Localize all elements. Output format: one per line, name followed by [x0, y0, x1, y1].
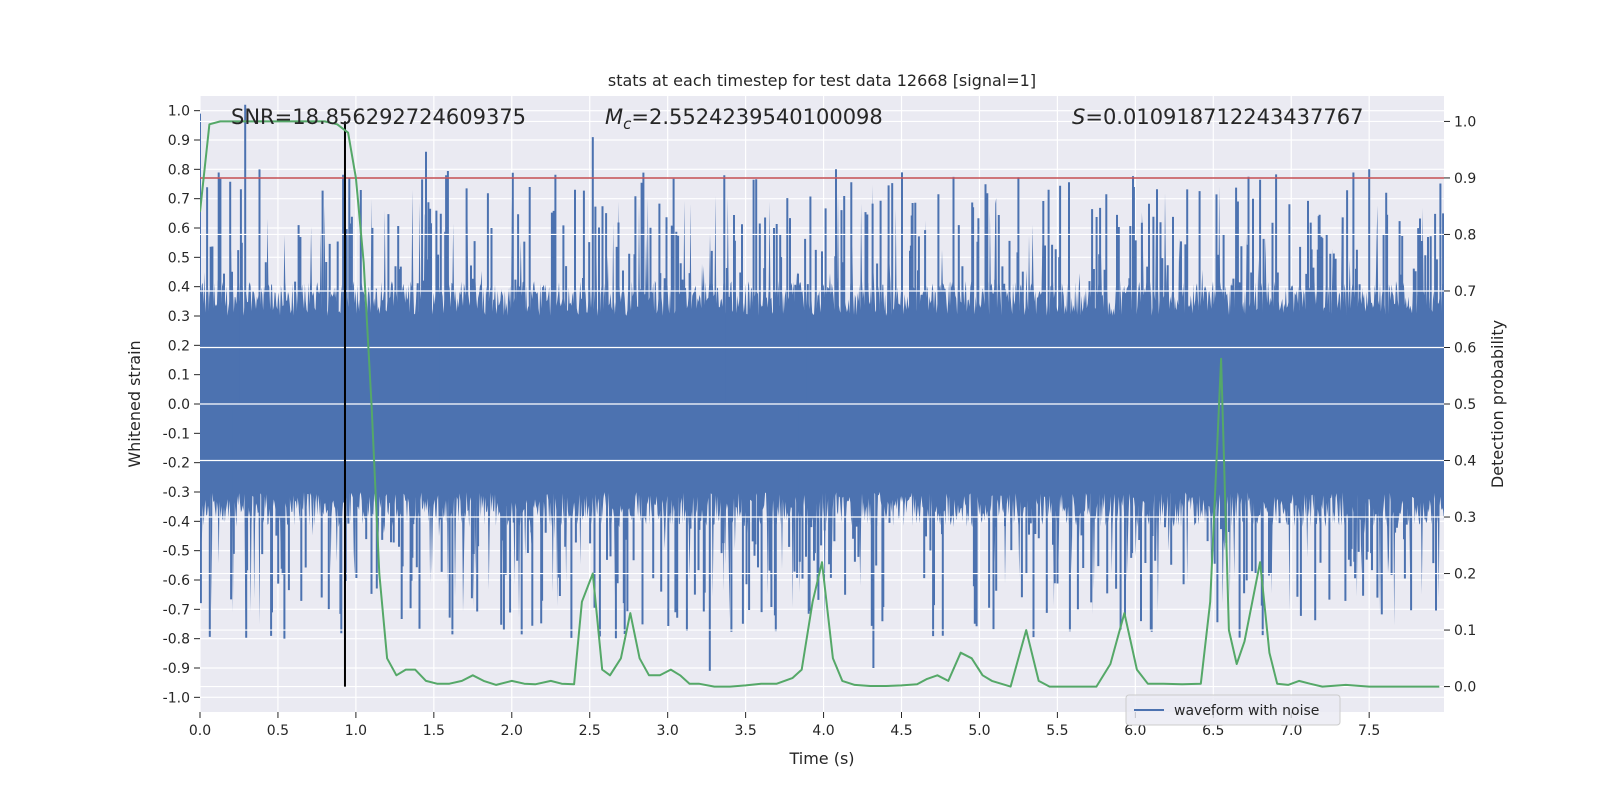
x-tick-label: 4.0 — [812, 723, 834, 739]
y-tick-label: 0.5 — [168, 250, 190, 266]
y2-tick-label: 0.5 — [1454, 397, 1476, 413]
y-tick-label: -0.5 — [163, 544, 190, 560]
chart-title: stats at each timestep for test data 126… — [608, 71, 1036, 90]
x-axis-ticks: 0.0 0.5 1.0 1.5 2.0 2.5 3.0 3.5 4.0 4.5 5.0 5.5 6.0 6… — [189, 712, 1380, 739]
y2-tick-label: 1.0 — [1454, 114, 1476, 130]
x-tick-label: 7.5 — [1358, 723, 1380, 739]
legend: waveform with noise — [1125, 694, 1341, 726]
s-symbol: S — [1072, 105, 1085, 129]
s-annotation: S=0.010918712243437767 — [1072, 105, 1363, 129]
y2-tick-label: 0.0 — [1454, 680, 1476, 696]
y-tick-label: 0.9 — [168, 133, 190, 149]
y-tick-label: -0.9 — [163, 661, 190, 677]
legend-label-waveform: waveform with noise — [1174, 703, 1319, 719]
s-value: =0.010918712243437767 — [1085, 105, 1363, 129]
y-tick-label: 0.2 — [168, 338, 190, 354]
x-tick-label: 1.0 — [345, 723, 367, 739]
y2-tick-label: 0.3 — [1454, 510, 1476, 526]
x-tick-label: 3.5 — [734, 723, 756, 739]
x-tick-label: 0.0 — [189, 723, 211, 739]
mc-subscript: c — [623, 115, 632, 133]
y-tick-label: -0.7 — [163, 602, 190, 618]
y2-axis-ticks: 1.0 0.9 0.8 0.7 0.6 0.5 0.4 0.3 0.2 0.1 0.0 — [1444, 114, 1476, 696]
x-tick-label: 2.5 — [579, 723, 601, 739]
y2-tick-label: 0.4 — [1454, 454, 1476, 470]
y-axis-label: Whitened strain — [125, 340, 144, 467]
x-tick-label: 7.0 — [1280, 723, 1302, 739]
y-tick-label: -0.1 — [163, 426, 190, 442]
y2-axis-label: Detection probability — [1488, 320, 1507, 488]
y-tick-label: 0.6 — [168, 221, 190, 237]
y-tick-label: 1.0 — [168, 104, 190, 120]
snr-annotation: SNR=18.856292724609375 — [231, 105, 526, 129]
x-tick-label: 6.0 — [1124, 723, 1146, 739]
y-tick-label: -0.8 — [163, 632, 190, 648]
y-tick-label: -1.0 — [163, 690, 190, 706]
y-tick-label: -0.6 — [163, 573, 190, 589]
y-tick-label: 0.3 — [168, 309, 190, 325]
legend-box — [1125, 694, 1341, 726]
y-tick-label: 0.7 — [168, 192, 190, 208]
y2-tick-label: 0.8 — [1454, 227, 1476, 243]
y-tick-label: 0.4 — [168, 280, 190, 296]
x-tick-label: 4.5 — [890, 723, 912, 739]
y-tick-label: -0.3 — [163, 485, 190, 501]
y-tick-label: 0.8 — [168, 162, 190, 178]
x-tick-label: 6.5 — [1202, 723, 1224, 739]
y2-tick-label: 0.1 — [1454, 623, 1476, 639]
x-tick-label: 1.5 — [423, 723, 445, 739]
y2-tick-label: 0.2 — [1454, 567, 1476, 583]
x-tick-label: 5.0 — [968, 723, 990, 739]
mc-symbol: M — [605, 105, 623, 129]
y2-tick-label: 0.6 — [1454, 340, 1476, 356]
y2-tick-label: 0.9 — [1454, 171, 1476, 187]
mc-value: =2.5524239540100098 — [631, 105, 882, 129]
y2-tick-label: 0.7 — [1454, 284, 1476, 300]
x-tick-label: 5.5 — [1046, 723, 1068, 739]
chirp-mass-annotation: Mc=2.5524239540100098 — [605, 105, 883, 133]
y-tick-label: 0.0 — [168, 397, 190, 413]
detection-probability-line — [200, 120, 1440, 688]
y-tick-label: 0.1 — [168, 368, 190, 384]
x-axis-label: Time (s) — [788, 749, 854, 768]
x-tick-label: 0.5 — [267, 723, 289, 739]
x-tick-label: 2.0 — [501, 723, 523, 739]
x-tick-label: 3.0 — [657, 723, 679, 739]
y-tick-label: -0.2 — [163, 456, 190, 472]
y-axis-ticks: 1.0 0.9 0.8 0.7 0.6 0.5 0.4 0.3 0.2 0.1 0.0 -0.1 -0.… — [163, 104, 200, 706]
y-tick-label: -0.4 — [163, 514, 190, 530]
